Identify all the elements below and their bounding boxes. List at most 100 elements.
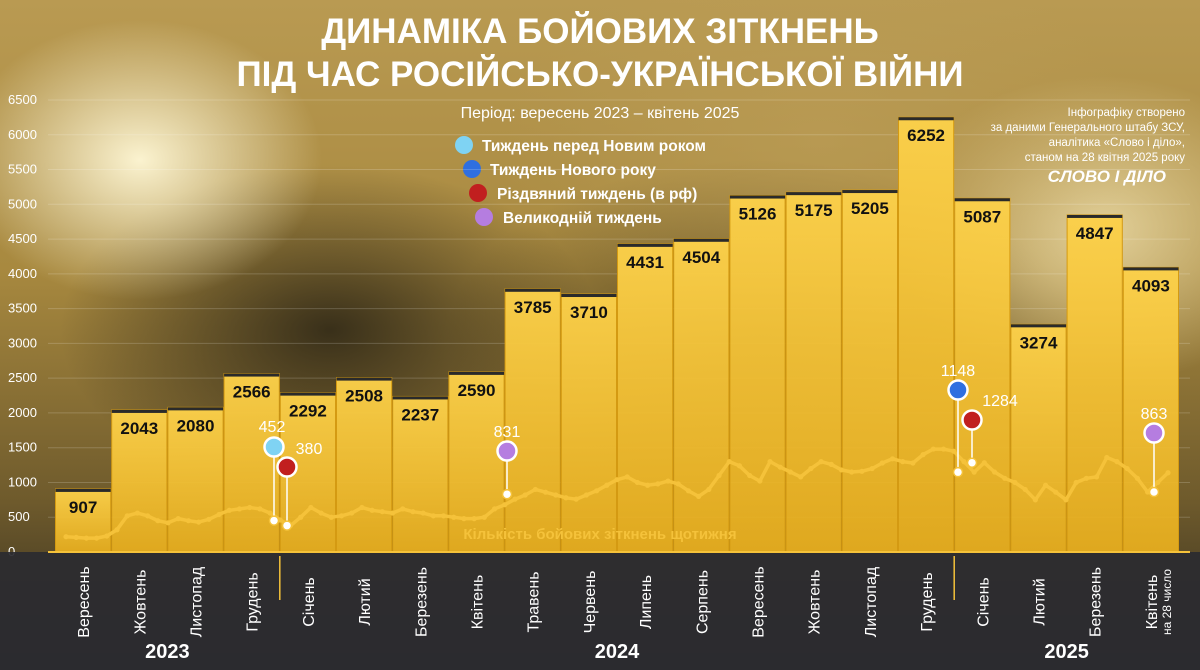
y-tick-label: 2000 [8,405,37,420]
bar-top-edge [561,294,617,298]
weekly-point [185,518,192,524]
weekly-point [1073,479,1079,486]
legend-label-christmas-rf: Різдвяний тиждень (в рф) [497,186,697,203]
annotation-point [268,515,280,526]
weekly-point [481,514,487,520]
credit-line-2: за даними Генерального штабу ЗСУ, [991,122,1185,134]
weekly-point [665,478,671,484]
weekly-point [838,467,845,473]
weekly-point [900,459,906,465]
weekly-point [522,492,528,498]
weekly-point [247,504,253,511]
month-label: Вересень [76,566,93,637]
legend-label-easter: Великодній тиждень [503,210,662,227]
weekly-point [1155,479,1161,486]
annotation-point [966,457,978,468]
month-label: Серпень [694,570,711,634]
weekly-point [971,469,977,475]
annotation-marker-easter [496,440,518,462]
weekly-point [236,506,243,512]
weekly-point [175,516,181,522]
month-label: Січень [975,577,992,627]
weekly-point [420,510,426,516]
annotation-marker-christmas_rf [276,456,298,478]
weekly-point [624,474,630,480]
month-label: Жовтень [807,570,824,635]
bars: 907 2043 2080 2566 2292 2508 2237 2590 3785 3710 4… [55,116,1180,553]
annotation-value-label: 831 [494,424,521,441]
weekly-point [155,518,161,524]
weekly-point [328,514,334,520]
weekly-point [583,492,589,498]
annotation-point [281,520,293,531]
weekly-point [634,479,641,486]
bar [841,189,898,553]
bar [1010,323,1067,553]
legend-item-easter: Великодній тиждень [475,208,662,227]
y-tick-label: 2500 [8,370,37,385]
weekly-point [1083,475,1089,481]
weekly-point [675,481,681,487]
bar-top-edge [898,117,954,121]
y-tick-label: 6500 [8,92,37,107]
weekly-point [859,468,865,474]
y-tick-label: 5000 [8,196,37,211]
weekly-point [747,472,753,479]
legend-label-new-year: Тиждень Нового року [490,162,656,179]
annotation-value-label: 380 [296,441,323,458]
weekly-point [767,459,773,465]
x-axis-band [0,552,1200,670]
month-label: Вересень [751,566,768,637]
weekly-point [63,534,69,540]
bar-value-label: 3710 [570,303,608,322]
bar-value-label: 4093 [1132,276,1170,295]
bar-value-label: 3785 [514,298,552,317]
bar-value-label: 2080 [177,416,215,435]
slovo-i-dilo-logo: СЛОВО І ДІЛО [1048,167,1166,186]
weekly-point [563,495,569,501]
bar-value-label: 907 [69,498,97,517]
weekly-point [114,527,120,533]
weekly-point [869,465,875,472]
legend-dot-easter [475,208,493,226]
annotation-point [952,466,964,478]
weekly-point [573,496,579,502]
month-label: Квітень [1144,575,1161,630]
weekly-point [440,513,447,519]
weekly-point [1032,497,1038,503]
weekly-point [165,520,171,526]
bar-top-edge [55,488,111,492]
bar-value-label: 6252 [907,126,945,145]
weekly-point [1063,497,1069,503]
weekly-point [951,448,957,454]
annotation-point [1148,486,1160,498]
weekly-point [828,461,834,467]
legend-item-new-year: Тиждень Нового року [463,160,656,179]
year-label: 2025 [1044,641,1089,663]
month-label: Червень [582,571,599,634]
weekly-point [502,502,508,508]
weekly-point [716,472,722,479]
weekly-point [981,460,987,466]
bar-value-label: 5205 [851,199,889,218]
weekly-point [134,510,141,516]
credit-line-4: станом на 28 квітня 2025 року [1025,152,1186,164]
y-tick-label: 5500 [8,162,37,177]
bar-top-edge [729,195,786,199]
weekly-point [83,535,90,541]
weekly-point [206,516,212,522]
annotation-value-label: 452 [259,419,286,436]
annotation-marker-easter [1143,422,1165,444]
y-tick-label: 3000 [8,335,37,350]
weekly-point [808,465,814,472]
weekly-point [920,452,926,458]
month-label: Жовтень [132,570,149,635]
weekly-point [461,516,467,522]
y-tick-label: 4000 [8,266,37,281]
bar [729,195,786,553]
y-tick-label: 500 [8,509,30,524]
bar-top-edge [336,377,392,381]
bar-value-label: 4431 [626,253,664,272]
legend-dot-christmas-rf [469,184,487,202]
